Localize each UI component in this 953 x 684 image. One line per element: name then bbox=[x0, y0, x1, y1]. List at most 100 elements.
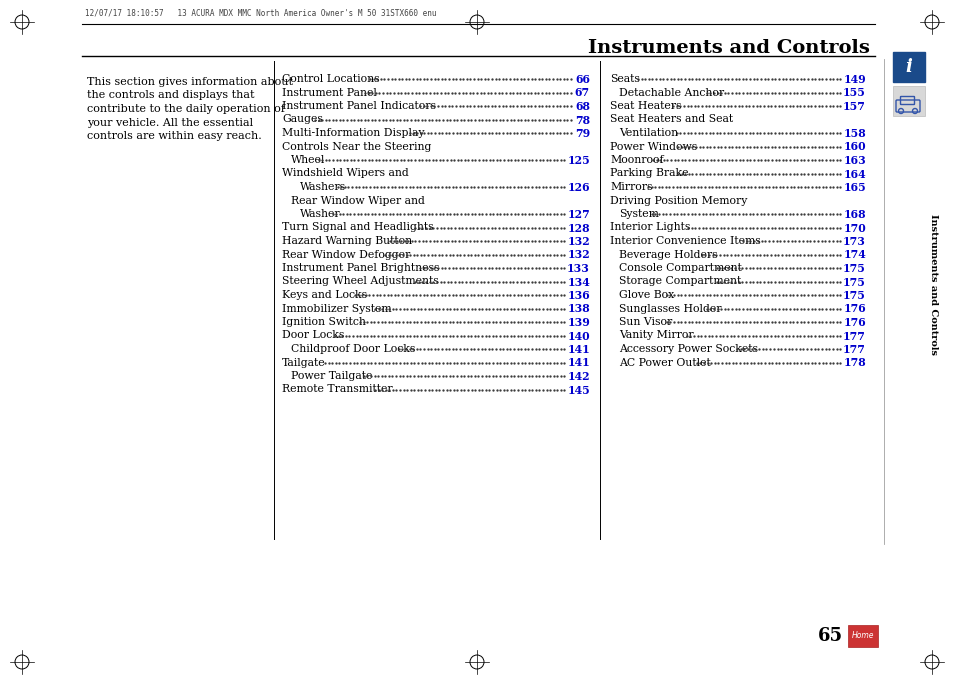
Text: This section gives information about: This section gives information about bbox=[87, 77, 293, 87]
Text: Control Locations: Control Locations bbox=[282, 74, 379, 84]
Text: Interior Convenience Items: Interior Convenience Items bbox=[609, 236, 760, 246]
Text: 173: 173 bbox=[842, 236, 865, 247]
Text: Turn Signal and Headlights: Turn Signal and Headlights bbox=[282, 222, 434, 233]
Text: 127: 127 bbox=[567, 209, 589, 220]
Text: Ignition Switch: Ignition Switch bbox=[282, 317, 366, 327]
Text: AC Power Outlet: AC Power Outlet bbox=[618, 358, 710, 367]
Bar bbox=[892, 86, 924, 116]
Text: 168: 168 bbox=[842, 209, 865, 220]
Text: Home: Home bbox=[851, 631, 873, 640]
Text: 138: 138 bbox=[567, 304, 589, 315]
Text: Tailgate: Tailgate bbox=[282, 358, 325, 367]
Text: 132: 132 bbox=[567, 236, 589, 247]
Text: Instrument Panel Indicators: Instrument Panel Indicators bbox=[282, 101, 436, 111]
Text: 142: 142 bbox=[567, 371, 589, 382]
Text: Mirrors: Mirrors bbox=[609, 182, 652, 192]
Text: 139: 139 bbox=[567, 317, 589, 328]
Text: 177: 177 bbox=[842, 344, 865, 355]
Text: Rear Window Wiper and: Rear Window Wiper and bbox=[291, 196, 424, 205]
Text: Remote Transmitter: Remote Transmitter bbox=[282, 384, 393, 395]
Text: Driving Position Memory: Driving Position Memory bbox=[609, 196, 746, 205]
Text: 164: 164 bbox=[842, 168, 865, 179]
Text: 79: 79 bbox=[575, 128, 589, 139]
Text: Wheel: Wheel bbox=[291, 155, 325, 165]
Text: 176: 176 bbox=[842, 317, 865, 328]
Text: 141: 141 bbox=[567, 358, 589, 369]
Text: your vehicle. All the essential: your vehicle. All the essential bbox=[87, 118, 253, 127]
Text: 174: 174 bbox=[842, 250, 865, 261]
Text: 136: 136 bbox=[567, 290, 589, 301]
Bar bbox=[892, 52, 924, 82]
Text: System: System bbox=[618, 209, 658, 219]
Text: Washers: Washers bbox=[299, 182, 345, 192]
Text: Instrument Panel: Instrument Panel bbox=[282, 88, 376, 98]
Text: Sun Visor: Sun Visor bbox=[618, 317, 671, 327]
Text: Windshield Wipers and: Windshield Wipers and bbox=[282, 168, 408, 179]
Text: 165: 165 bbox=[842, 182, 865, 193]
Text: Moonroof: Moonroof bbox=[609, 155, 663, 165]
Text: Seat Heaters and Seat: Seat Heaters and Seat bbox=[609, 114, 732, 124]
Text: Vanity Mirror: Vanity Mirror bbox=[618, 330, 693, 341]
Text: Keys and Locks: Keys and Locks bbox=[282, 290, 367, 300]
Text: 65: 65 bbox=[817, 627, 842, 645]
Text: 157: 157 bbox=[842, 101, 865, 112]
Text: 175: 175 bbox=[842, 276, 865, 287]
Bar bbox=[847, 625, 877, 647]
Text: Controls Near the Steering: Controls Near the Steering bbox=[282, 142, 431, 151]
Text: Power Tailgate: Power Tailgate bbox=[291, 371, 372, 381]
Text: 177: 177 bbox=[842, 330, 865, 341]
Text: Beverage Holders: Beverage Holders bbox=[618, 250, 717, 259]
Text: Power Windows: Power Windows bbox=[609, 142, 697, 151]
Text: Glove Box: Glove Box bbox=[618, 290, 674, 300]
Text: Instrument Panel Brightness: Instrument Panel Brightness bbox=[282, 263, 439, 273]
Text: 126: 126 bbox=[567, 182, 589, 193]
Text: i: i bbox=[904, 58, 911, 76]
Text: 67: 67 bbox=[575, 88, 589, 98]
Text: Instruments and Controls: Instruments and Controls bbox=[587, 39, 869, 57]
Text: Immobilizer System: Immobilizer System bbox=[282, 304, 392, 313]
Text: 12/07/17 18:10:57   13 ACURA MDX MMC North America Owner's M 50 31STX660 enu: 12/07/17 18:10:57 13 ACURA MDX MMC North… bbox=[85, 9, 436, 18]
Text: Seat Heaters: Seat Heaters bbox=[609, 101, 680, 111]
Text: Parking Brake: Parking Brake bbox=[609, 168, 688, 179]
Text: 132: 132 bbox=[567, 250, 589, 261]
Text: Instruments and Controls: Instruments and Controls bbox=[928, 213, 938, 354]
Text: Interior Lights: Interior Lights bbox=[609, 222, 690, 233]
Text: 68: 68 bbox=[575, 101, 589, 112]
Text: Ventilation: Ventilation bbox=[618, 128, 678, 138]
Text: the controls and displays that: the controls and displays that bbox=[87, 90, 254, 101]
Text: 176: 176 bbox=[842, 304, 865, 315]
Text: 175: 175 bbox=[842, 263, 865, 274]
Text: Multi-Information Display: Multi-Information Display bbox=[282, 128, 424, 138]
Text: controls are within easy reach.: controls are within easy reach. bbox=[87, 131, 261, 141]
Text: 170: 170 bbox=[842, 222, 865, 233]
Text: 158: 158 bbox=[842, 128, 865, 139]
Text: 125: 125 bbox=[567, 155, 589, 166]
Text: Gauges: Gauges bbox=[282, 114, 322, 124]
Text: 78: 78 bbox=[575, 114, 589, 125]
Text: 141: 141 bbox=[567, 344, 589, 355]
Text: 134: 134 bbox=[567, 276, 589, 287]
Text: 149: 149 bbox=[842, 74, 865, 85]
Text: Hazard Warning Button: Hazard Warning Button bbox=[282, 236, 412, 246]
Text: 128: 128 bbox=[567, 222, 589, 233]
Text: Storage Compartment: Storage Compartment bbox=[618, 276, 740, 287]
Text: Door Locks: Door Locks bbox=[282, 330, 344, 341]
Text: Childproof Door Locks: Childproof Door Locks bbox=[291, 344, 415, 354]
Text: Washer: Washer bbox=[299, 209, 340, 219]
Text: Rear Window Defogger: Rear Window Defogger bbox=[282, 250, 410, 259]
Text: contribute to the daily operation of: contribute to the daily operation of bbox=[87, 104, 285, 114]
Text: Sunglasses Holder: Sunglasses Holder bbox=[618, 304, 720, 313]
Text: 140: 140 bbox=[567, 330, 589, 341]
Text: 163: 163 bbox=[842, 155, 865, 166]
Text: Accessory Power Sockets: Accessory Power Sockets bbox=[618, 344, 757, 354]
Text: 133: 133 bbox=[566, 263, 589, 274]
Text: 155: 155 bbox=[842, 88, 865, 98]
Text: 160: 160 bbox=[842, 142, 865, 153]
Text: 178: 178 bbox=[842, 358, 865, 369]
Text: 145: 145 bbox=[567, 384, 589, 395]
Text: 66: 66 bbox=[575, 74, 589, 85]
Text: Console Compartment: Console Compartment bbox=[618, 263, 740, 273]
Text: Steering Wheel Adjustments: Steering Wheel Adjustments bbox=[282, 276, 438, 287]
Text: 175: 175 bbox=[842, 290, 865, 301]
Text: Detachable Anchor: Detachable Anchor bbox=[618, 88, 723, 98]
